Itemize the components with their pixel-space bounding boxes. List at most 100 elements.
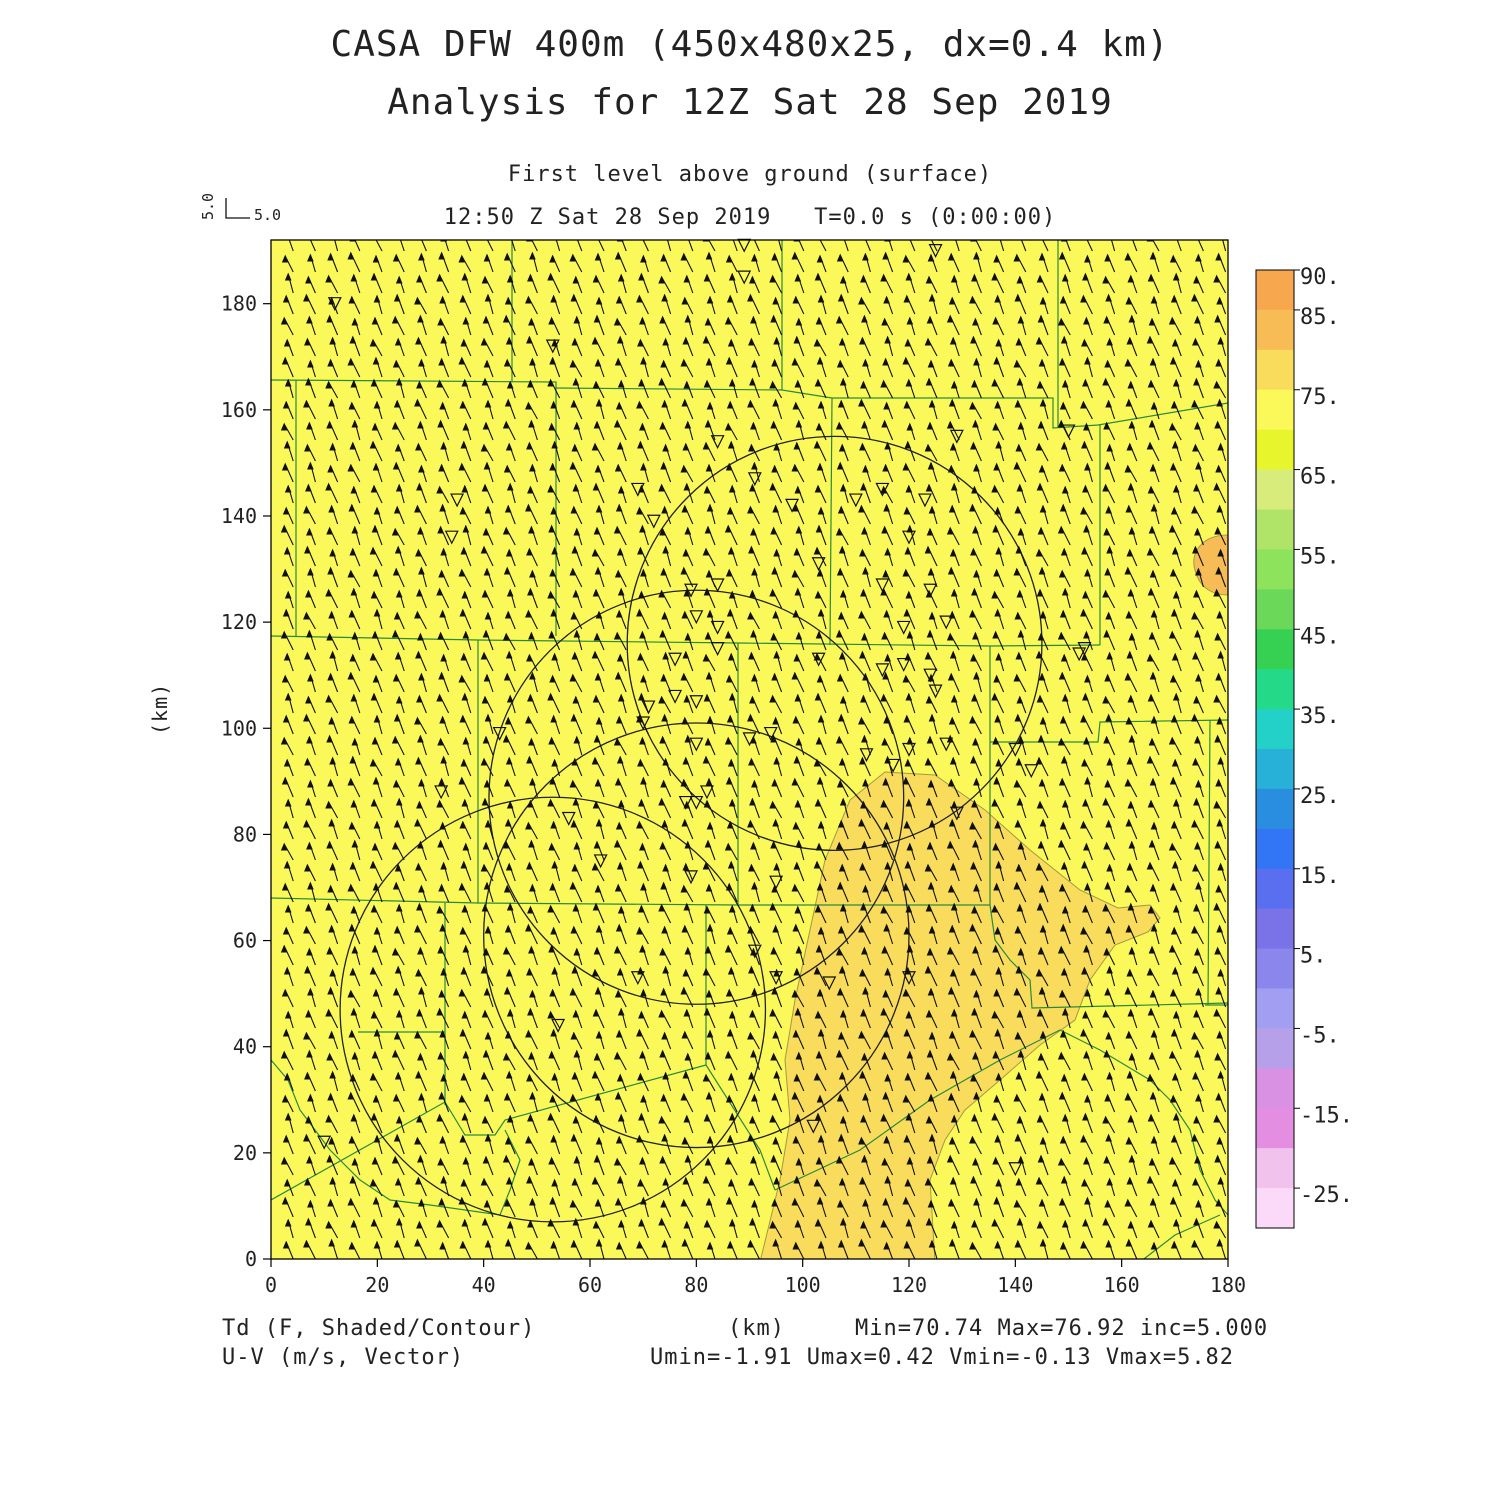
wind-vector	[271, 291, 272, 293]
wind-vector-head	[816, 462, 824, 471]
wind-vector-head	[1016, 377, 1024, 386]
wind-vector-head	[1214, 526, 1221, 535]
wind-vector-head	[1102, 589, 1109, 598]
wind-vector-head	[1080, 506, 1087, 515]
wind-vector-head	[437, 1157, 444, 1166]
wind-vector-head	[973, 1091, 980, 1100]
wind-vector-head	[459, 820, 467, 829]
wind-vector-head	[1082, 272, 1089, 281]
wind-vector-head	[747, 505, 754, 514]
wind-vector-head	[702, 547, 710, 556]
wind-vector-head	[1105, 1239, 1112, 1248]
wind-vector-head	[836, 1199, 844, 1208]
wind-vector-head	[991, 798, 998, 807]
wind-vector-head	[1217, 968, 1224, 977]
wind-vector-head	[1128, 1154, 1136, 1163]
wind-vector-head	[861, 1154, 868, 1163]
station-marker	[822, 976, 837, 991]
wind-vector-head	[481, 903, 489, 912]
wind-vector-head	[1035, 442, 1043, 451]
wind-vector-head	[947, 884, 955, 893]
wind-vector-head	[414, 818, 421, 827]
station-marker	[806, 1119, 821, 1134]
wind-vector-head	[1036, 380, 1044, 389]
wind-vector-head	[728, 1010, 736, 1019]
wind-vector-head	[549, 674, 556, 683]
wind-vector-head	[591, 968, 599, 977]
wind-vector-head	[458, 674, 466, 683]
wind-vector-head	[462, 736, 470, 745]
wind-vector-head	[1215, 884, 1222, 893]
wind-vector-head	[614, 251, 622, 260]
wind-vector-head	[771, 464, 778, 473]
wind-vector-head	[1195, 1199, 1202, 1208]
wind-vector-head	[307, 461, 314, 470]
wind-vector-head	[1105, 399, 1112, 408]
wind-vector-head	[1125, 716, 1133, 725]
wind-vector-head	[926, 527, 934, 536]
wind-vector-head	[263, 253, 268, 259]
wind-vector	[708, 240, 716, 252]
wind-vector-head	[881, 317, 888, 326]
wind-vector-head	[1084, 1196, 1091, 1205]
wind-vector-head	[859, 650, 866, 659]
wind-vector-head	[970, 441, 977, 450]
wind-vector-head	[305, 1115, 312, 1124]
wind-vector-head	[461, 378, 469, 387]
wind-vector-head	[680, 672, 688, 681]
wind-vector-head	[1103, 527, 1110, 536]
wind-vector-head	[751, 1199, 758, 1208]
wind-vector-head	[1214, 314, 1221, 323]
wind-vector-head	[548, 944, 555, 953]
wind-vector-head	[881, 1157, 888, 1166]
wind-vector-head	[991, 1010, 998, 1019]
wind-vector-head	[684, 420, 692, 429]
wind-vector-head	[728, 484, 736, 493]
wind-vector-head	[440, 1175, 447, 1184]
wind-vector-head	[1148, 737, 1156, 746]
colorbar-segment	[1256, 908, 1294, 950]
wind-vector-head	[814, 1010, 822, 1019]
station-marker	[949, 806, 964, 821]
wind-vector-head	[749, 377, 756, 386]
wind-vector-head	[349, 1175, 357, 1184]
wind-vector-head	[573, 1049, 581, 1058]
wind-vector-head	[858, 818, 865, 827]
wind-vector-head	[504, 398, 512, 407]
wind-vector-head	[284, 378, 292, 387]
wind-vector-head	[437, 1051, 444, 1060]
wind-vector-head	[1127, 694, 1135, 703]
wind-vector-head	[260, 655, 265, 661]
wind-vector-head	[327, 986, 334, 995]
wind-vector-head	[880, 693, 887, 702]
wind-vector-head	[1216, 504, 1223, 513]
wind-vector-head	[994, 926, 1001, 935]
wind-vector-head	[813, 1178, 821, 1187]
wind-vector-head	[391, 629, 399, 638]
wind-vector-head	[702, 1175, 710, 1184]
wind-vector-head	[304, 651, 311, 660]
wind-vector-head	[924, 965, 932, 974]
wind-vector-head	[704, 525, 712, 534]
station-marker	[545, 339, 560, 354]
wind-vector-head	[548, 1050, 555, 1059]
wind-vector-head	[726, 400, 734, 409]
wind-vector-head	[551, 338, 558, 347]
station-marker	[923, 668, 938, 683]
wind-vector-head	[504, 1238, 512, 1247]
wind-vector-head	[305, 695, 312, 704]
wind-vector-head	[1192, 1071, 1199, 1080]
wind-vector-head	[703, 1219, 711, 1228]
wind-vector-head	[969, 1135, 976, 1144]
wind-vector-head	[684, 632, 692, 641]
wind-vector-head	[1080, 820, 1087, 829]
wind-vector-head	[770, 1052, 777, 1061]
wind-vector-head	[306, 947, 313, 956]
wind-vector-head	[836, 567, 844, 576]
wind-vector-head	[861, 420, 868, 429]
wind-vector-head	[815, 422, 823, 431]
wind-vector-head	[391, 315, 399, 324]
wind-vector-head	[684, 840, 692, 849]
wind-vector-head	[661, 925, 668, 934]
wind-vector-head	[370, 484, 378, 493]
